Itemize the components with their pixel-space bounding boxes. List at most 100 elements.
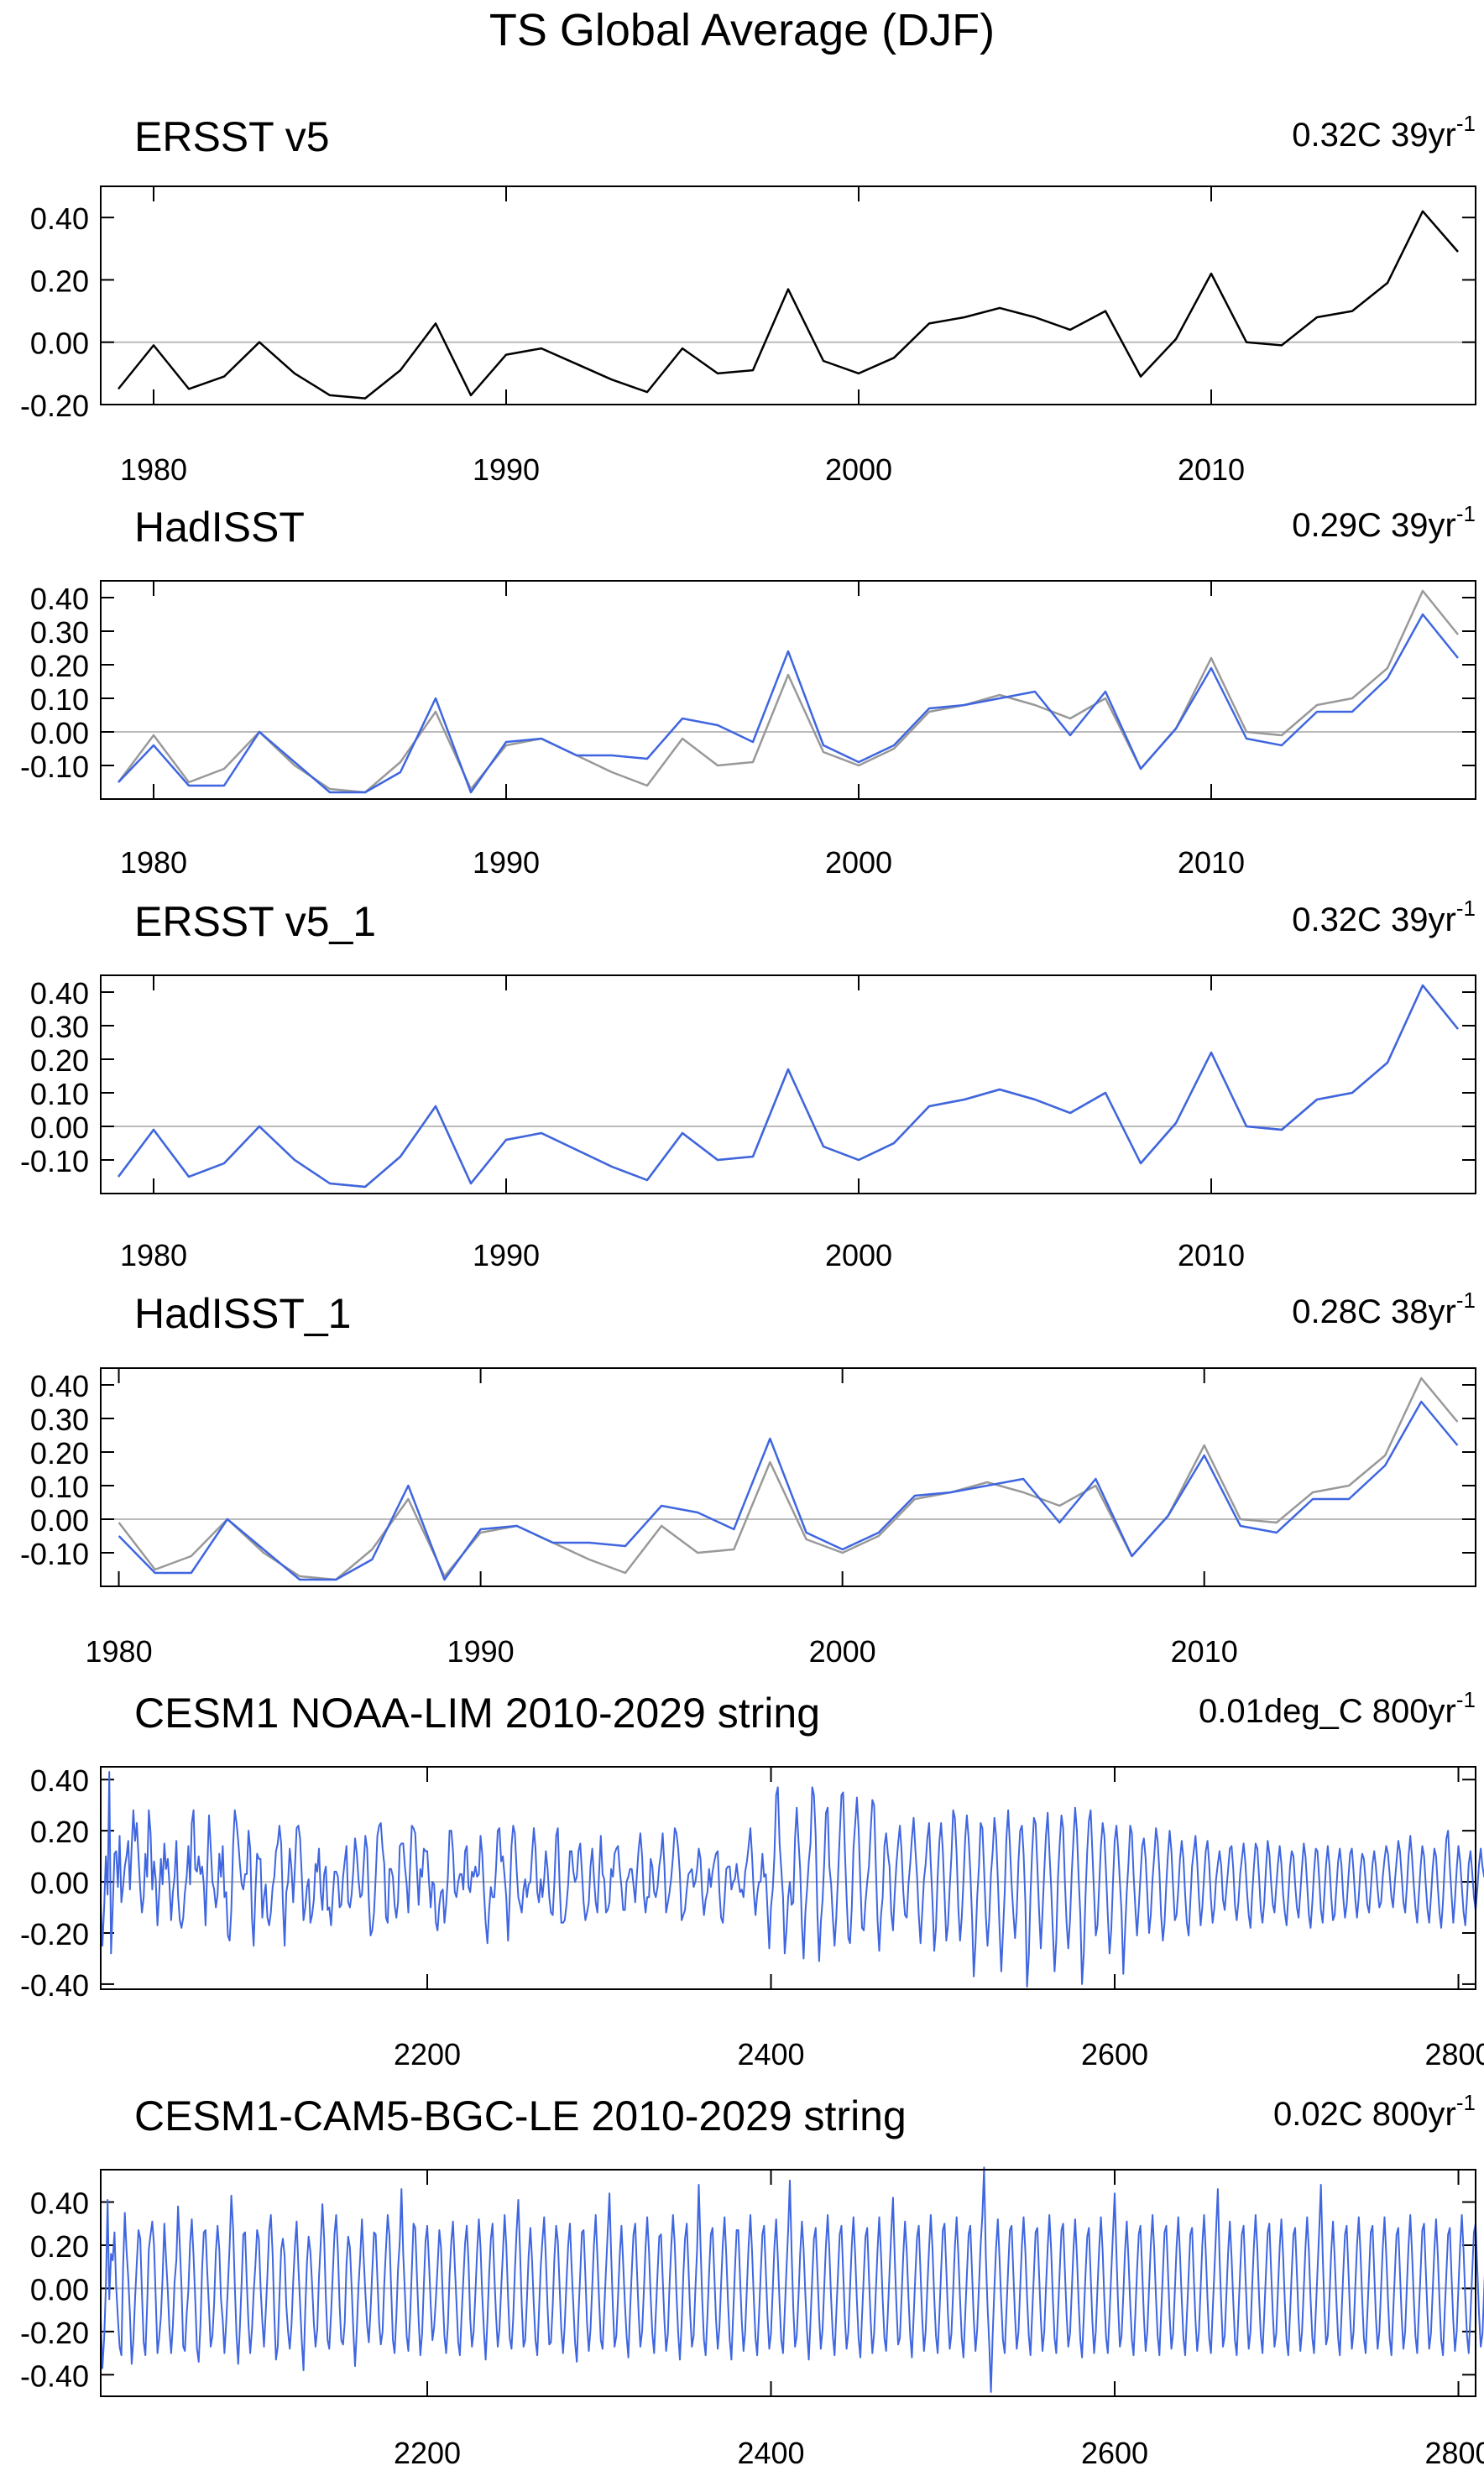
x-tick-label: 2000 (809, 1634, 876, 1669)
trend-exponent: -1 (1456, 896, 1476, 921)
trend-value: 0.32C 39yr (1292, 117, 1456, 154)
trend-label: 0.01deg_C 800yr-1 (1199, 1687, 1476, 1730)
y-tick-label: 0.10 (30, 1470, 89, 1504)
panel-4: HadISST_1 0.28C 38yr-1-0.100.000.100.200.… (20, 1288, 1476, 1669)
panel-1: ERSST v5 0.32C 39yr-1 -0.20 0.00 0.20 0.40 198… (20, 111, 1476, 487)
x-tick-label: 2010 (1178, 452, 1245, 487)
series-line-ref (118, 589, 1459, 794)
panels: ERSST v5 0.32C 39yr-1-0.200.000.200.40198… (20, 111, 1484, 2470)
series-line-ref (118, 1377, 1459, 1581)
y-tick-label: 0.00 (30, 1503, 89, 1538)
plot-frame (100, 1367, 1476, 1587)
series-line-model (118, 1400, 1459, 1581)
y-tick-label: 0.10 (30, 682, 89, 717)
panel-2: HadISST 0.29C 39yr-1 -0.100.000.100.200.30… (20, 501, 1476, 880)
figure-title: TS Global Average (DJF) (489, 5, 995, 55)
y-tick-label: 0.00 (30, 327, 89, 361)
x-tick-label: 2400 (737, 2436, 804, 2470)
y-tick-label: 0.30 (30, 1403, 89, 1437)
x-tick-label: 2800 (1424, 2436, 1484, 2470)
trend-exponent: -1 (1456, 1288, 1476, 1313)
y-tick-label: 0.00 (30, 716, 89, 750)
x-tick-label: 2010 (1178, 845, 1245, 880)
trend-value: 0.28C 38yr (1292, 1293, 1456, 1330)
y-tick-label: 0.00 (30, 2272, 89, 2306)
trend-value: 0.32C 39yr (1292, 901, 1456, 938)
panel-5: CESM1 NOAA-LIM 2010-2029 string 0.01deg_C… (20, 1687, 1484, 2071)
y-tick-label: 0.30 (30, 615, 89, 650)
y-tick-label: 0.40 (30, 976, 89, 1011)
panel-title: CESM1 NOAA-LIM 2010-2029 string (134, 1690, 820, 1737)
trend-label: 0.32C 39yr-1 (1292, 896, 1476, 938)
x-tick-label: 1980 (120, 452, 187, 487)
x-tick-label: 2200 (394, 2037, 461, 2071)
x-tick-label: 2000 (825, 1238, 892, 1272)
y-tick-label: -0.20 (20, 389, 89, 423)
y-tick-label: 0.20 (30, 1436, 89, 1471)
trend-value: 0.01deg_C 800yr (1199, 1693, 1456, 1730)
panel-title: ERSST v5 (134, 113, 330, 160)
y-tick-label: -0.40 (20, 2359, 89, 2393)
y-tick-label: -0.40 (20, 1968, 89, 2003)
trend-exponent: -1 (1456, 1687, 1476, 1712)
y-tick-label: -0.20 (20, 2316, 89, 2350)
plot-frame (100, 185, 1476, 405)
y-tick-label: 0.20 (30, 649, 89, 683)
y-tick-label: 0.20 (30, 264, 89, 298)
y-tick-label: -0.10 (20, 1144, 89, 1178)
trend-label: 0.02C 800yr-1 (1273, 2090, 1476, 2133)
y-tick-label: 0.00 (30, 1110, 89, 1145)
trend-value: 0.02C 800yr (1273, 2096, 1456, 2133)
panel-3: ERSST v5_1 0.32C 39yr-1-0.100.000.100.200… (20, 896, 1476, 1272)
x-tick-label: 2600 (1081, 2436, 1148, 2470)
trend-exponent: -1 (1456, 501, 1476, 526)
panel-title: HadISST_1 (134, 1290, 351, 1337)
y-tick-label: -0.10 (20, 750, 89, 784)
plot-frame (100, 974, 1476, 1194)
x-tick-label: 1990 (473, 1238, 540, 1272)
series-line-model (118, 613, 1459, 794)
x-tick-label: 2200 (394, 2436, 461, 2470)
y-tick-label: 0.40 (30, 2186, 89, 2221)
panel-title: HadISST (134, 504, 305, 551)
y-tick-label: 0.40 (30, 1763, 89, 1798)
trend-label: 0.28C 38yr-1 (1292, 1288, 1476, 1330)
trend-value: 0.29C 39yr (1292, 507, 1456, 544)
x-tick-label: 2000 (825, 845, 892, 880)
panel-title: CESM1-CAM5-BGC-LE 2010-2029 string (134, 2092, 907, 2139)
y-tick-label: 0.20 (30, 1043, 89, 1078)
x-tick-label: 2010 (1178, 1238, 1245, 1272)
series-line-model (118, 984, 1459, 1188)
series-line-model (100, 1771, 1484, 1988)
x-tick-label: 1980 (86, 1634, 153, 1669)
x-tick-label: 1990 (473, 845, 540, 880)
y-tick-label: 0.40 (30, 201, 89, 236)
y-tick-label: -0.10 (20, 1537, 89, 1571)
y-tick-label: 0.40 (30, 582, 89, 616)
panel-title: ERSST v5_1 (134, 898, 376, 945)
x-tick-label: 2010 (1171, 1634, 1238, 1669)
y-tick-label: 0.20 (30, 2229, 89, 2264)
x-tick-label: 2600 (1081, 2037, 1148, 2071)
x-tick-label: 2000 (825, 452, 892, 487)
x-tick-label: 1990 (447, 1634, 515, 1669)
x-tick-label: 2800 (1424, 2037, 1484, 2071)
y-tick-label: 0.00 (30, 1866, 89, 1900)
x-tick-label: 1980 (120, 1238, 187, 1272)
y-tick-label: 0.10 (30, 1077, 89, 1111)
x-tick-label: 2400 (737, 2037, 804, 2071)
plot-frame (100, 580, 1476, 800)
plot-frame (100, 2169, 1476, 2397)
y-tick-label: 0.30 (30, 1010, 89, 1044)
trend-label: 0.32C 39yr-1 (1292, 111, 1476, 154)
y-tick-label: 0.20 (30, 1815, 89, 1849)
panel-6: CESM1-CAM5-BGC-LE 2010-2029 string 0.02C … (20, 2090, 1484, 2470)
y-tick-label: 0.40 (30, 1369, 89, 1403)
trend-exponent: -1 (1456, 111, 1476, 136)
series-line-model (100, 2166, 1484, 2393)
y-tick-label: -0.20 (20, 1917, 89, 1951)
series-line-obs (118, 210, 1459, 400)
x-tick-label: 1990 (473, 452, 540, 487)
